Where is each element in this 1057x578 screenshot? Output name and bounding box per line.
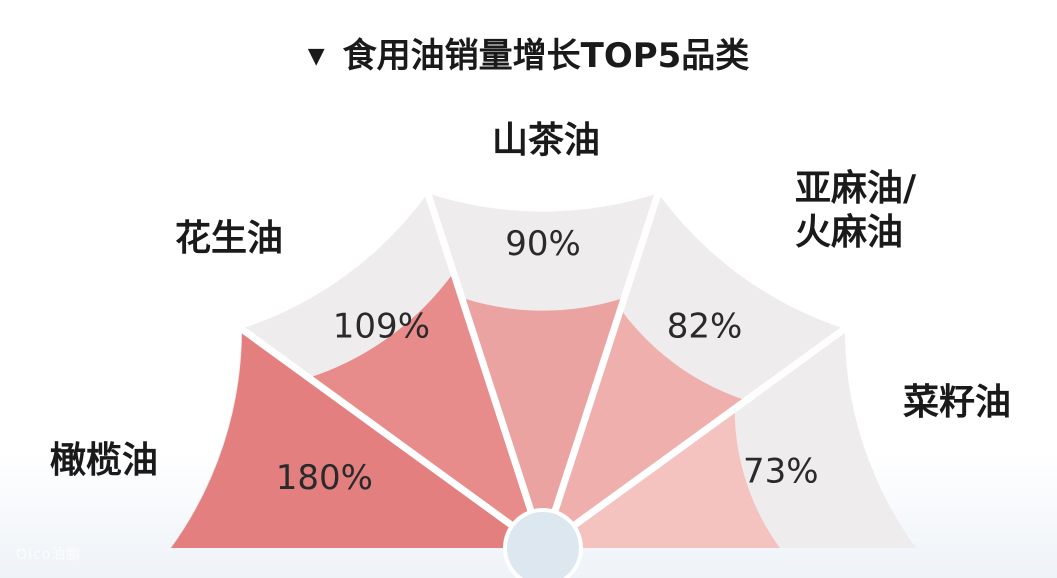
sector-value [461, 297, 625, 548]
value-label: 90% [505, 224, 581, 264]
category-label: 亚麻油/火麻油 [795, 168, 917, 253]
sector-divider [234, 322, 546, 551]
sector-divider [540, 322, 852, 551]
sector-value [171, 329, 543, 548]
category-label: 菜籽油 [903, 382, 1011, 423]
triangle-down-icon: ▼ [307, 44, 325, 69]
category-label: 橄榄油 [50, 440, 158, 481]
sector-value [543, 408, 780, 548]
chart-hub [503, 508, 583, 578]
value-label: 180% [276, 458, 373, 498]
chart-title-text: 食用油销量增长TOP5品类 [342, 36, 750, 76]
value-label: 73% [743, 452, 819, 492]
chart-title: ▼ 食用油销量增长TOP5品类 [0, 28, 1057, 77]
value-label: 109% [333, 307, 430, 347]
sector-value [308, 272, 543, 548]
watermark: Olco油脂 [16, 547, 82, 563]
sector-divider [422, 186, 547, 550]
sector-value [543, 309, 747, 548]
value-label: 82% [667, 307, 743, 347]
category-label: 山茶油 [492, 120, 600, 161]
category-label: 花生油 [175, 218, 283, 259]
sector-divider [539, 186, 664, 550]
